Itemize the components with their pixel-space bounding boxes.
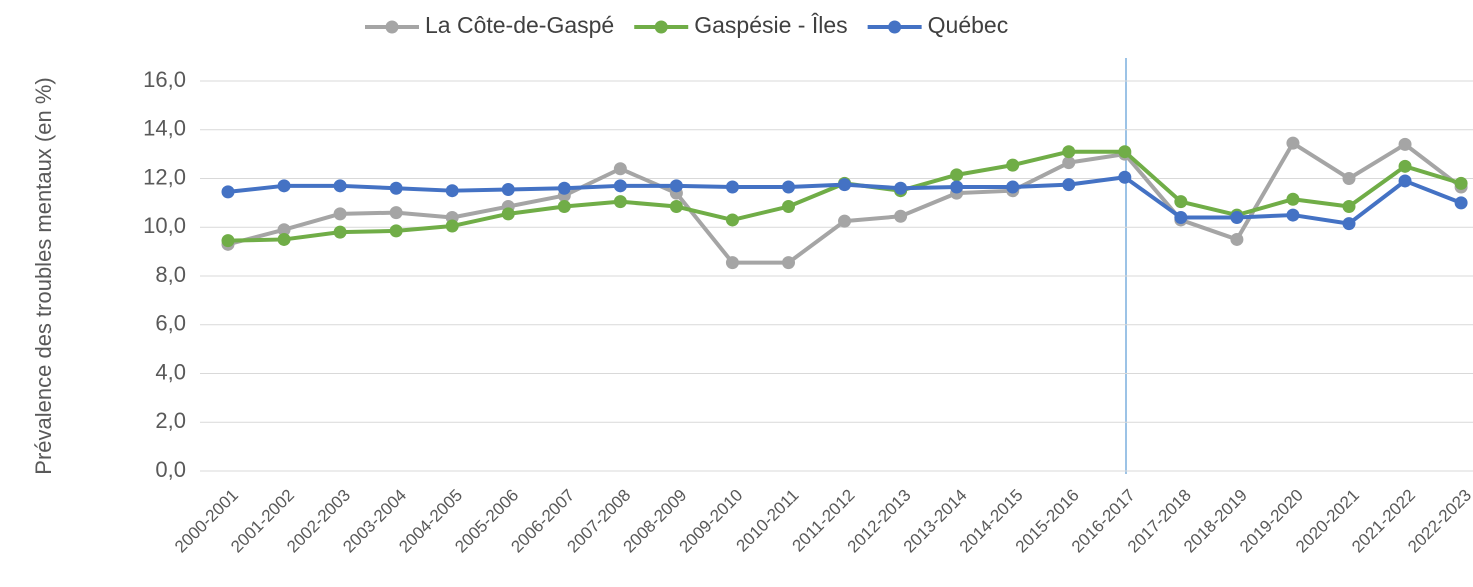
legend-label: Gaspésie - Îles [694, 12, 847, 38]
data-point [1174, 211, 1188, 224]
data-point [1342, 217, 1356, 231]
data-point [1454, 196, 1468, 210]
data-point [1062, 145, 1076, 159]
data-point [501, 182, 515, 196]
data-point [725, 213, 739, 227]
data-point [333, 179, 347, 193]
data-point [782, 180, 795, 194]
data-point [725, 180, 739, 194]
legend-marker [654, 20, 668, 34]
data-point [1230, 211, 1244, 224]
y-tick-label: 6,0 [155, 311, 186, 336]
data-point [277, 223, 291, 237]
data-point [1062, 178, 1076, 192]
data-point [725, 256, 739, 270]
data-point [669, 200, 683, 214]
y-tick-label: 16,0 [143, 67, 186, 92]
data-point [277, 179, 291, 193]
y-axis-label: Prévalence des troubles mentaux (en %) [31, 77, 56, 474]
data-point [1062, 156, 1076, 170]
data-point [613, 179, 627, 193]
data-point [1454, 176, 1468, 190]
y-tick-label: 10,0 [143, 213, 186, 238]
data-point [389, 206, 403, 220]
data-point [1118, 170, 1132, 184]
data-point [782, 256, 795, 270]
data-point [557, 181, 571, 195]
data-point [1286, 136, 1300, 150]
data-point [782, 200, 795, 214]
data-point [445, 184, 459, 198]
data-point [669, 179, 683, 193]
data-point [389, 224, 403, 238]
legend: La Côte-de-Gaspé Gaspésie - Îles Québec [365, 12, 1008, 38]
y-tick-label: 12,0 [143, 164, 186, 189]
data-point [1230, 232, 1244, 246]
data-point [613, 162, 627, 176]
y-tick-label: 0,0 [155, 457, 186, 482]
legend-label: Québec [928, 12, 1009, 38]
data-point [894, 209, 908, 223]
data-point [1006, 158, 1020, 172]
data-point [389, 181, 403, 195]
data-point [277, 232, 291, 246]
data-point [950, 180, 964, 194]
data-point [613, 195, 627, 209]
data-point [838, 178, 852, 192]
data-point [1006, 180, 1020, 194]
data-point [221, 234, 235, 248]
data-point [333, 207, 347, 221]
data-point [333, 225, 347, 239]
y-tick-label: 4,0 [155, 359, 186, 384]
data-point [1342, 200, 1356, 214]
data-point [1398, 174, 1412, 188]
y-tick-label: 8,0 [155, 262, 186, 287]
data-point [501, 207, 515, 221]
legend-label: La Côte-de-Gaspé [425, 12, 614, 38]
data-point [950, 168, 964, 182]
data-point [1342, 172, 1356, 185]
data-point [1118, 145, 1132, 159]
data-point [894, 181, 908, 195]
y-tick-label: 2,0 [155, 408, 186, 433]
data-point [1286, 192, 1300, 206]
data-point [838, 214, 852, 228]
data-point [221, 185, 235, 199]
data-point [445, 219, 459, 233]
data-point [1174, 195, 1188, 209]
data-point [1398, 137, 1412, 151]
legend-marker [888, 20, 902, 34]
y-tick-label: 14,0 [143, 116, 186, 141]
legend-marker [385, 20, 399, 34]
data-point [1286, 208, 1300, 222]
data-point [557, 200, 571, 214]
data-point [1398, 159, 1412, 173]
